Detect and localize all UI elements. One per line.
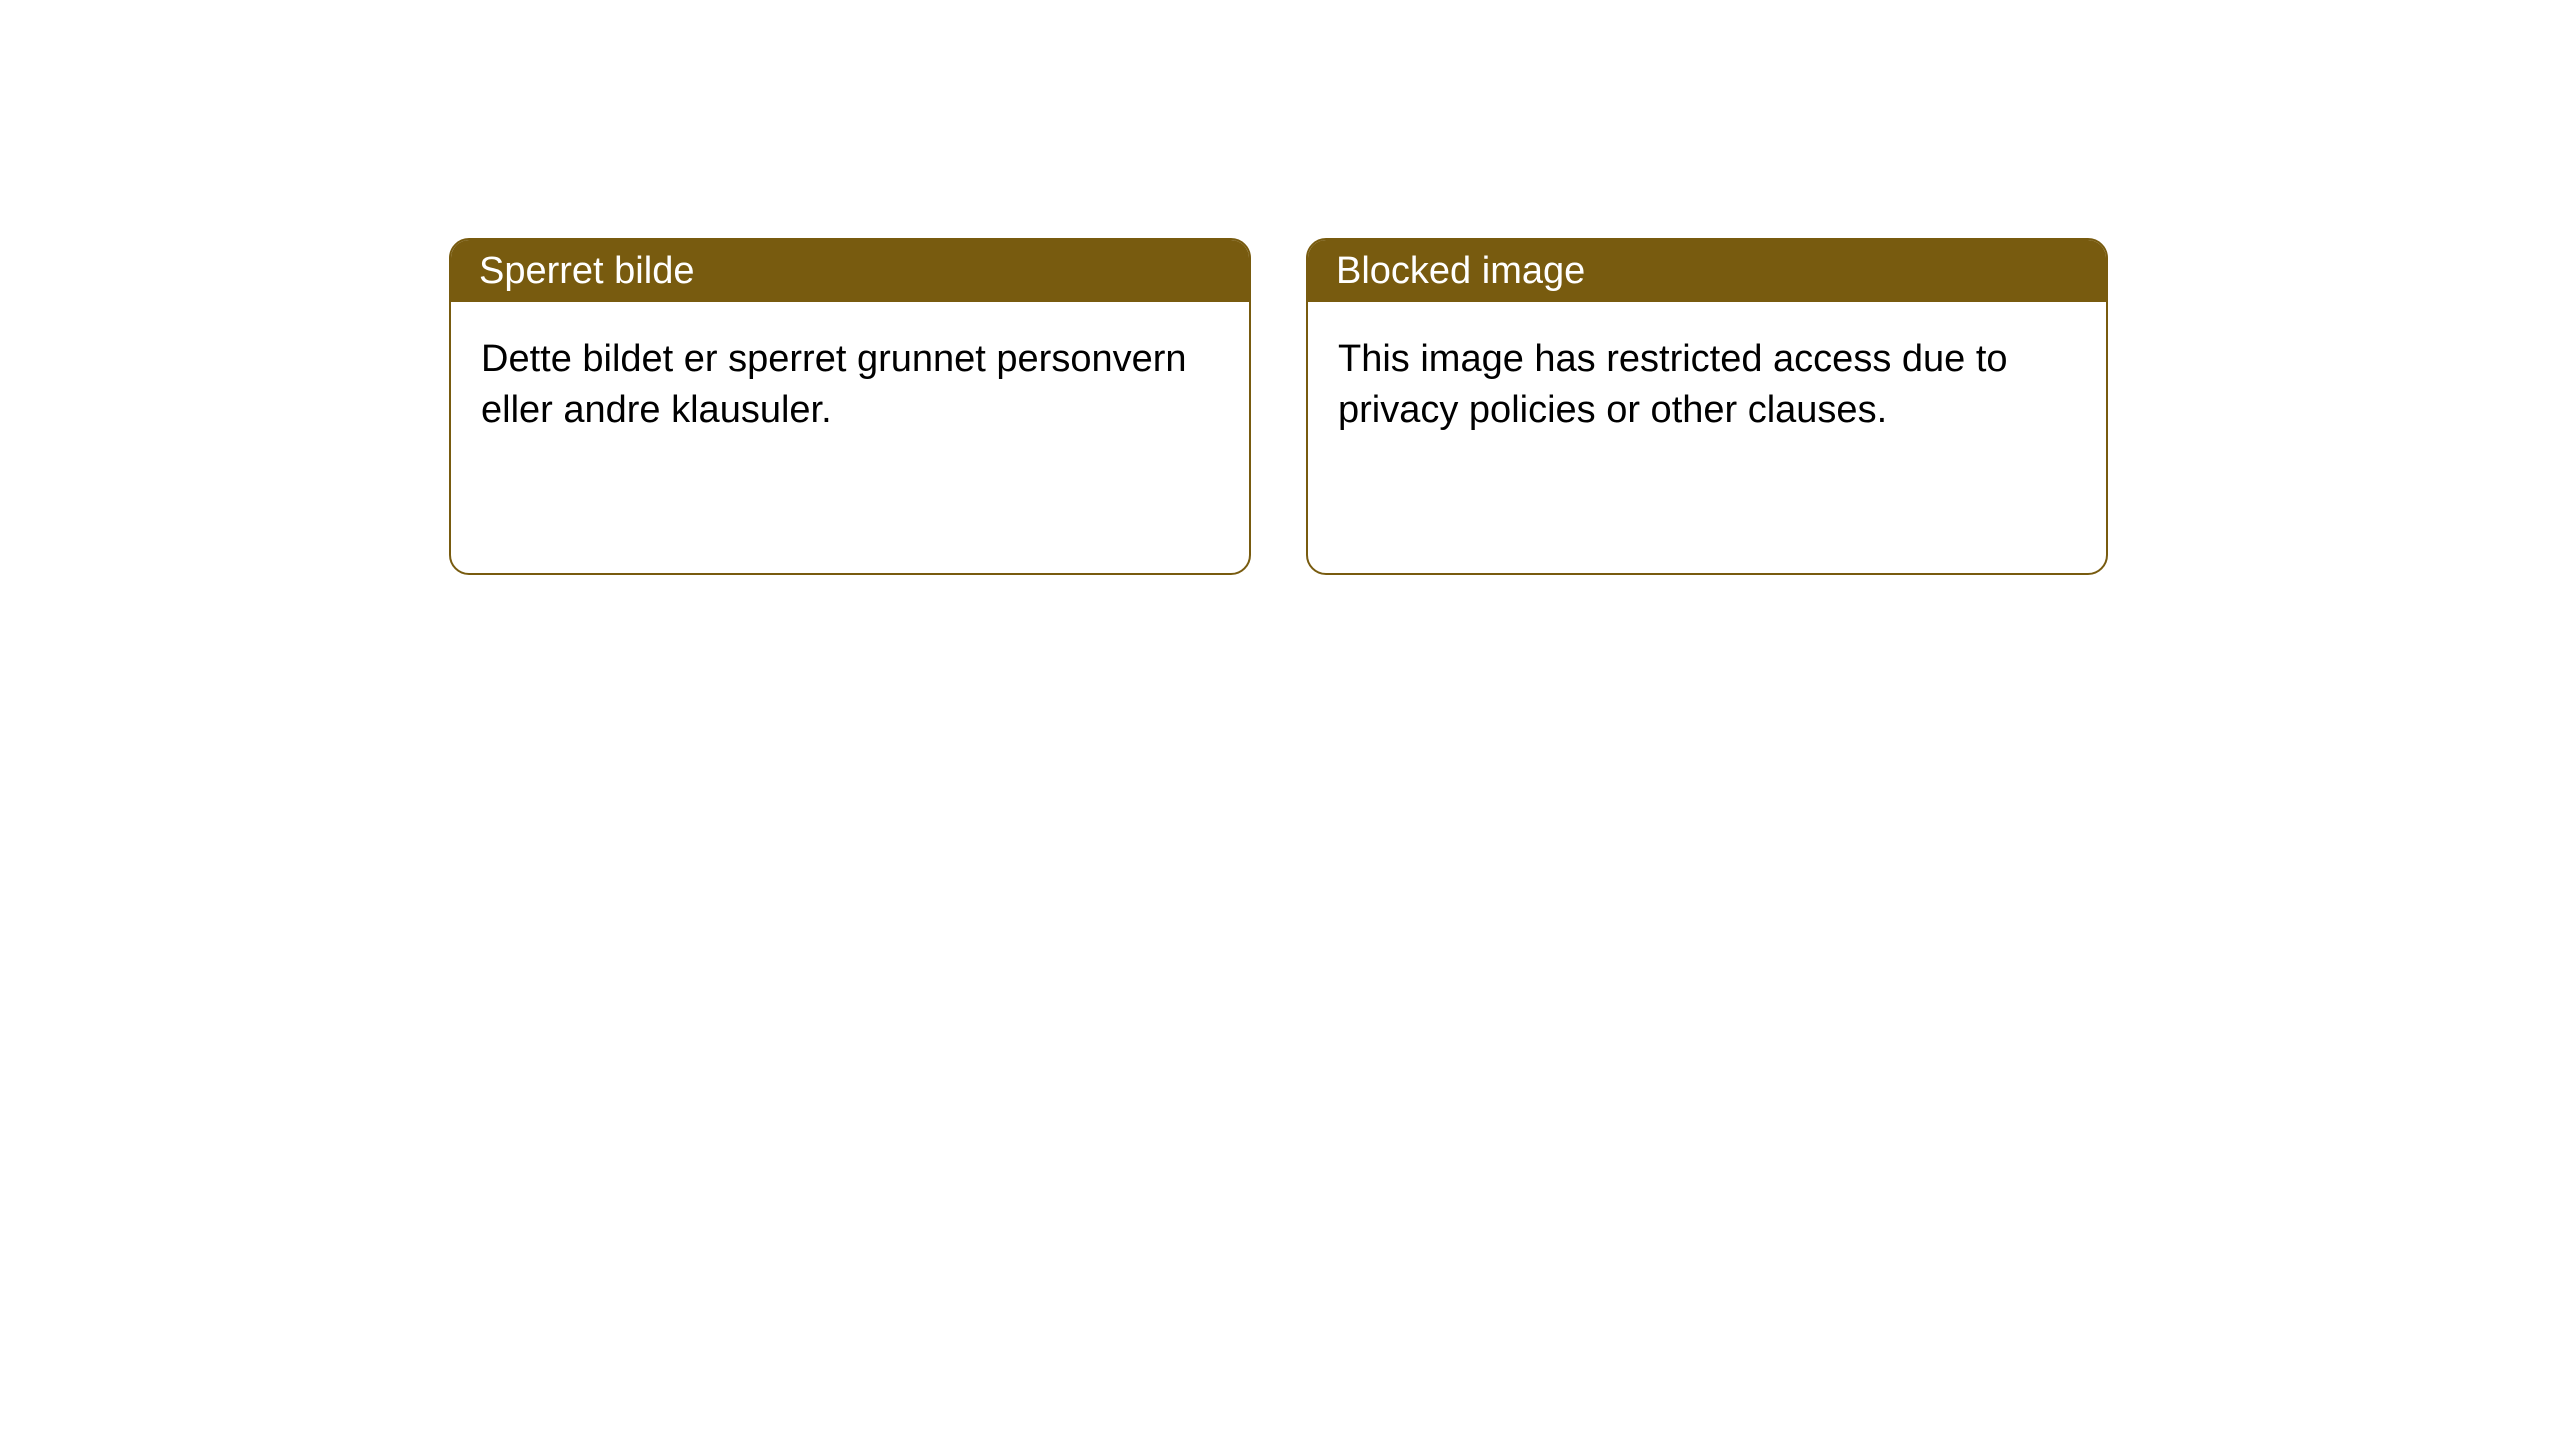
- card-body: This image has restricted access due to …: [1308, 302, 2106, 469]
- card-body-text: This image has restricted access due to …: [1338, 338, 2008, 431]
- notice-cards-container: Sperret bilde Dette bildet er sperret gr…: [449, 238, 2108, 575]
- notice-card-english: Blocked image This image has restricted …: [1306, 238, 2108, 575]
- card-body-text: Dette bildet er sperret grunnet personve…: [481, 338, 1187, 431]
- card-title: Sperret bilde: [479, 250, 694, 293]
- notice-card-norwegian: Sperret bilde Dette bildet er sperret gr…: [449, 238, 1251, 575]
- card-header: Sperret bilde: [451, 240, 1249, 302]
- card-title: Blocked image: [1336, 250, 1585, 293]
- card-body: Dette bildet er sperret grunnet personve…: [451, 302, 1249, 469]
- card-header: Blocked image: [1308, 240, 2106, 302]
